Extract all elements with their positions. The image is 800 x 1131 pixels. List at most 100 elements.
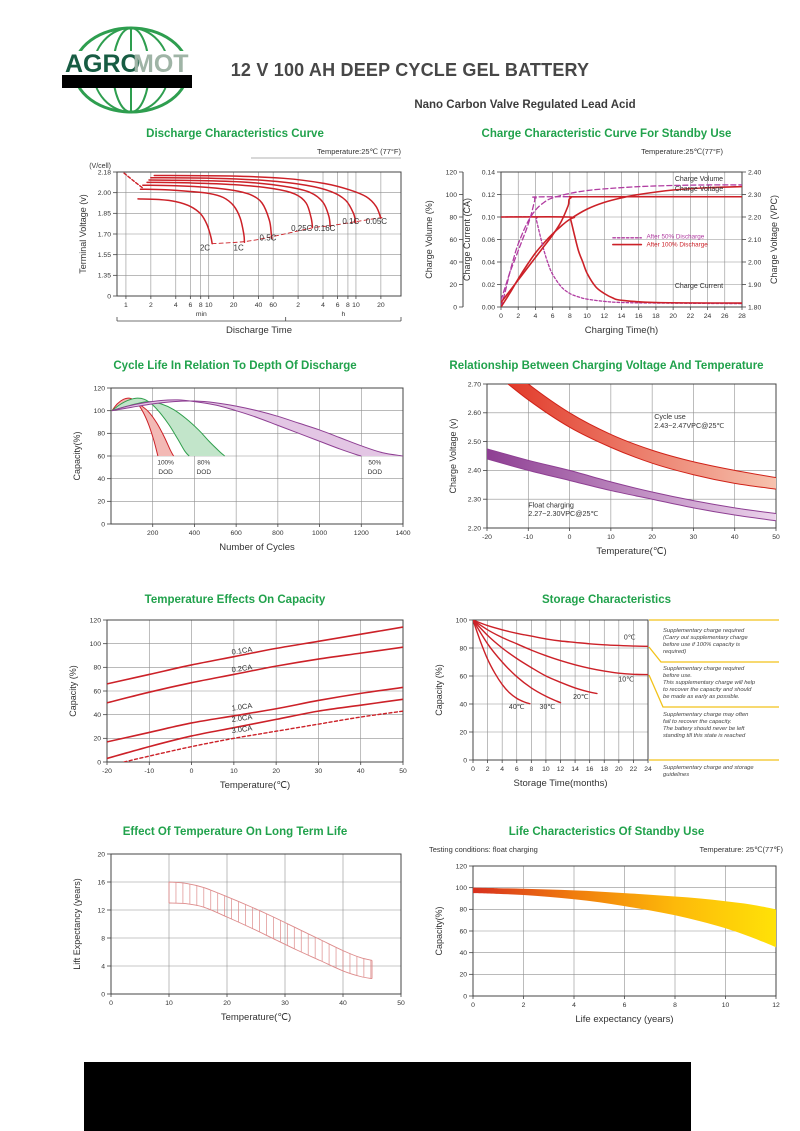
panel-cycle-life: Cycle Life In Relation To Depth Of Disch… [55, 360, 415, 569]
svg-text:Capacity(%): Capacity(%) [434, 906, 444, 955]
svg-text:30: 30 [690, 534, 698, 541]
chart-title: Cycle Life In Relation To Depth Of Disch… [113, 360, 357, 372]
panel-charge-characteristic: Charge Characteristic Curve For Standby … [423, 128, 790, 352]
svg-text:(V/cell): (V/cell) [89, 163, 111, 170]
svg-text:DOD: DOD [368, 469, 383, 476]
svg-text:1200: 1200 [354, 530, 369, 537]
svg-text:24: 24 [644, 766, 652, 773]
svg-text:DOD: DOD [197, 469, 212, 476]
svg-text:4: 4 [321, 302, 325, 309]
svg-text:200: 200 [147, 530, 159, 537]
svg-text:20: 20 [459, 729, 467, 736]
svg-text:100: 100 [446, 192, 458, 199]
svg-text:0.06: 0.06 [482, 237, 495, 244]
svg-text:2.60: 2.60 [468, 410, 481, 417]
svg-text:0: 0 [453, 304, 457, 311]
svg-text:100: 100 [456, 885, 468, 892]
agromot-logo: AGRO MOT [55, 15, 205, 120]
svg-text:6: 6 [336, 302, 340, 309]
svg-text:Charge Voltage (VPC): Charge Voltage (VPC) [769, 195, 779, 284]
svg-text:1.70: 1.70 [98, 231, 111, 238]
svg-text:Temperature:25℃(77°F): Temperature:25℃(77°F) [641, 147, 723, 156]
svg-text:60: 60 [93, 688, 101, 695]
logo-black-bar [62, 75, 192, 88]
svg-text:Storage Time(months): Storage Time(months) [514, 778, 608, 789]
svg-text:40: 40 [255, 302, 263, 309]
svg-text:20: 20 [377, 302, 385, 309]
svg-text:1.0CA: 1.0CA [231, 701, 253, 713]
svg-text:6: 6 [515, 766, 519, 773]
svg-text:20: 20 [97, 499, 105, 506]
svg-text:80: 80 [93, 665, 101, 672]
svg-text:1000: 1000 [312, 530, 327, 537]
svg-text:100: 100 [456, 617, 468, 624]
svg-text:120: 120 [456, 863, 468, 870]
svg-text:16: 16 [586, 766, 594, 773]
svg-text:18: 18 [600, 766, 608, 773]
svg-text:0.14: 0.14 [482, 169, 495, 176]
svg-text:Terminal Voltage (v): Terminal Voltage (v) [78, 194, 88, 274]
svg-text:0: 0 [568, 534, 572, 541]
svg-text:12: 12 [601, 313, 609, 320]
svg-text:0: 0 [190, 768, 194, 775]
agromot-logo-graphic: AGRO MOT [59, 26, 203, 114]
svg-text:0: 0 [109, 1000, 113, 1007]
svg-text:required): required) [663, 649, 686, 655]
svg-text:h: h [341, 311, 345, 318]
svg-text:40℃: 40℃ [509, 704, 525, 711]
svg-text:4: 4 [534, 313, 538, 320]
svg-text:1: 1 [124, 302, 128, 309]
svg-text:26: 26 [721, 313, 729, 320]
chart-title: Temperature Effects On Capacity [144, 594, 326, 606]
svg-text:2.50: 2.50 [468, 439, 481, 446]
svg-text:10: 10 [542, 766, 550, 773]
svg-text:40: 40 [93, 712, 101, 719]
svg-text:0: 0 [107, 293, 111, 300]
svg-text:100%: 100% [157, 460, 174, 467]
svg-text:14: 14 [571, 766, 579, 773]
svg-text:50: 50 [399, 768, 407, 775]
svg-text:2: 2 [522, 1002, 526, 1009]
svg-text:100: 100 [94, 408, 106, 415]
svg-text:Charge Current (CA): Charge Current (CA) [462, 198, 472, 281]
svg-text:8: 8 [529, 766, 533, 773]
svg-text:20℃: 20℃ [573, 694, 589, 701]
svg-text:Supplementary charge required: Supplementary charge required [663, 666, 745, 672]
chart-title: Charge Characteristic Curve For Standby … [481, 128, 732, 140]
svg-text:Charge Voltage: Charge Voltage [675, 186, 723, 193]
svg-text:800: 800 [272, 530, 284, 537]
svg-text:6: 6 [188, 302, 192, 309]
svg-text:22: 22 [687, 313, 695, 320]
svg-text:0: 0 [471, 1002, 475, 1009]
svg-text:10: 10 [607, 534, 615, 541]
svg-text:Charge Volume: Charge Volume [675, 176, 723, 183]
svg-text:0: 0 [463, 757, 467, 764]
svg-text:0: 0 [471, 766, 475, 773]
svg-text:6: 6 [623, 1002, 627, 1009]
svg-text:120: 120 [446, 169, 458, 176]
svg-text:600: 600 [230, 530, 242, 537]
svg-text:2.30: 2.30 [468, 497, 481, 504]
logo-text-primary: AGRO [65, 50, 140, 78]
svg-text:2.30: 2.30 [748, 192, 761, 199]
svg-text:20: 20 [223, 1000, 231, 1007]
long-term-life-chart: 0 10 20 30 40 50 Temperature(℃) 0 4 8 12 16 20 Lift E… [55, 840, 415, 1039]
svg-text:0: 0 [463, 993, 467, 1000]
svg-text:400: 400 [189, 530, 201, 537]
svg-text:Supplementary charge may often: Supplementary charge may often [663, 712, 748, 718]
svg-text:8: 8 [101, 935, 105, 942]
svg-text:Discharge Time: Discharge Time [226, 325, 292, 336]
svg-text:0.5C: 0.5C [260, 234, 277, 243]
svg-text:20: 20 [93, 736, 101, 743]
logo-text-backing [59, 51, 203, 75]
svg-text:2.18: 2.18 [98, 169, 111, 176]
svg-text:Capacity (%): Capacity (%) [68, 665, 78, 717]
svg-text:1.80: 1.80 [748, 304, 761, 311]
svg-text:8: 8 [199, 302, 203, 309]
svg-text:8: 8 [673, 1002, 677, 1009]
svg-text:2: 2 [149, 302, 153, 309]
chart-title: Life Characteristics Of Standby Use [508, 826, 705, 838]
svg-text:14: 14 [618, 313, 626, 320]
svg-text:40: 40 [339, 1000, 347, 1007]
